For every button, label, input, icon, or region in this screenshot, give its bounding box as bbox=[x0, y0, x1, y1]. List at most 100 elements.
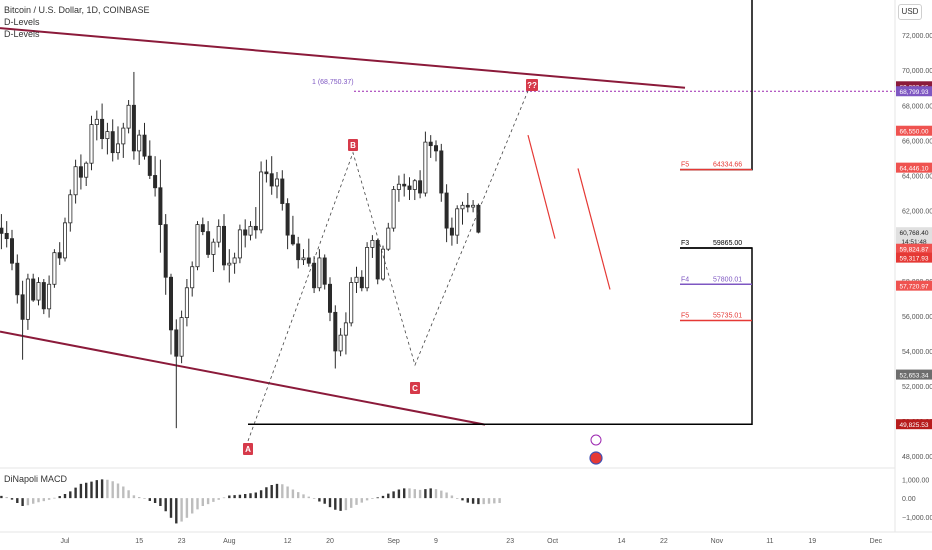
candle-body bbox=[190, 266, 195, 289]
indicator-dlevels-2[interactable]: D-Levels bbox=[4, 29, 40, 39]
candle-body bbox=[418, 180, 423, 194]
candle-body bbox=[317, 257, 322, 289]
macd-bar bbox=[26, 498, 30, 506]
candle-body bbox=[333, 311, 338, 352]
macd-bar bbox=[79, 483, 83, 499]
fib-level-value: 55735.01 bbox=[713, 312, 742, 319]
candle-body bbox=[105, 131, 110, 140]
candle-body bbox=[31, 278, 36, 301]
currency-button[interactable]: USD bbox=[898, 4, 922, 20]
price-badge bbox=[896, 162, 932, 173]
macd-bar bbox=[397, 489, 401, 499]
point-q-label[interactable]: ?? bbox=[527, 81, 537, 90]
candle-body bbox=[100, 118, 105, 140]
trend-arrow-2[interactable] bbox=[577, 168, 611, 290]
point-b-label-box[interactable] bbox=[348, 139, 358, 151]
candle-body bbox=[396, 183, 401, 190]
candle-body bbox=[280, 178, 285, 204]
candle-body bbox=[285, 203, 290, 236]
fib-level-value: 57800.01 bbox=[713, 276, 742, 283]
wave-pattern-line[interactable] bbox=[247, 85, 531, 442]
candle-body bbox=[47, 283, 52, 310]
indicator-dlevels-1[interactable]: D-Levels bbox=[4, 17, 40, 27]
date-tick-label: 20 bbox=[326, 538, 334, 545]
macd-bar bbox=[37, 498, 40, 503]
macd-bar bbox=[424, 489, 427, 499]
macd-bar bbox=[471, 498, 475, 504]
candle-body bbox=[354, 276, 359, 283]
date-tick-label: 23 bbox=[506, 538, 514, 545]
point-b-label[interactable]: B bbox=[350, 141, 356, 150]
candle-body bbox=[174, 329, 179, 357]
macd-bar bbox=[376, 497, 379, 499]
candle-body bbox=[131, 104, 136, 152]
macd-bar bbox=[482, 498, 485, 505]
candle-body bbox=[386, 227, 391, 250]
candle-body bbox=[243, 229, 248, 236]
macd-bar bbox=[302, 494, 305, 499]
candle-body bbox=[158, 187, 163, 226]
price-tick-label: 56,000.00 bbox=[902, 314, 932, 321]
candle-body bbox=[0, 227, 4, 234]
point-a-label[interactable]: A bbox=[245, 445, 251, 454]
macd-bar bbox=[90, 481, 93, 499]
chart-legend: Bitcoin / U.S. Dollar, 1D, COINBASE D-Le… bbox=[4, 4, 150, 40]
macd-bar bbox=[222, 497, 226, 499]
macd-bar bbox=[74, 487, 77, 499]
macd-bar bbox=[344, 498, 348, 511]
channel-upper-line[interactable] bbox=[0, 27, 686, 89]
symbol-title[interactable]: Bitcoin / U.S. Dollar, 1D, COINBASE bbox=[4, 5, 150, 15]
macd-bar bbox=[281, 484, 284, 499]
macd-bar bbox=[85, 482, 88, 499]
macd-bar bbox=[127, 490, 130, 499]
candle-body bbox=[269, 173, 274, 187]
macd-bar bbox=[275, 483, 279, 499]
candle-body bbox=[126, 104, 131, 129]
bracket-upper[interactable] bbox=[680, 0, 753, 171]
candle-body bbox=[365, 247, 370, 289]
macd-bar bbox=[254, 492, 257, 499]
channel-lower-line[interactable] bbox=[0, 330, 486, 426]
macd-bar bbox=[106, 479, 109, 499]
candle-body bbox=[301, 257, 306, 261]
macd-bar bbox=[5, 497, 8, 499]
macd-bar bbox=[201, 498, 204, 506]
point-c-label[interactable]: C bbox=[412, 384, 418, 393]
candle-body bbox=[375, 239, 380, 280]
macd-bar bbox=[233, 495, 236, 499]
price-tick-label: 68,000.00 bbox=[902, 103, 932, 110]
macd-bar bbox=[138, 497, 141, 499]
price-badge bbox=[896, 86, 932, 97]
candle-body bbox=[52, 252, 57, 285]
macd-indicator-label[interactable]: DiNapoli MACD bbox=[4, 474, 68, 484]
level-label: 1 (68,750.37) bbox=[312, 79, 354, 86]
date-tick-label: 14 bbox=[618, 538, 626, 545]
candle-body bbox=[306, 257, 311, 264]
trend-arrow-1[interactable] bbox=[527, 134, 556, 239]
candle-body bbox=[84, 162, 89, 178]
us-flag-event-icon[interactable] bbox=[589, 451, 603, 465]
macd-bar bbox=[265, 487, 268, 499]
macd-bar bbox=[0, 495, 3, 499]
candle-body bbox=[460, 204, 465, 210]
flash-event-icon[interactable] bbox=[590, 434, 602, 446]
macd-bar bbox=[180, 498, 183, 522]
point-c-label-box[interactable] bbox=[410, 382, 420, 394]
candle-body bbox=[4, 232, 9, 240]
date-tick-label: Sep bbox=[387, 538, 400, 545]
candle-body bbox=[433, 145, 438, 152]
price-tick-label: 54,000.00 bbox=[902, 349, 932, 356]
candle-body bbox=[195, 224, 200, 268]
macd-bar bbox=[116, 483, 120, 499]
candle-body bbox=[449, 227, 454, 236]
price-badge bbox=[896, 236, 932, 247]
macd-bar bbox=[132, 495, 136, 499]
point-a-label-box[interactable] bbox=[243, 443, 253, 455]
macd-bar bbox=[487, 498, 491, 504]
price-badge-label: 60,768.40 bbox=[900, 230, 929, 237]
candle-body bbox=[163, 224, 168, 278]
macd-bar bbox=[334, 498, 337, 510]
point-q-label-box[interactable] bbox=[526, 79, 538, 91]
macd-bar bbox=[69, 491, 72, 499]
